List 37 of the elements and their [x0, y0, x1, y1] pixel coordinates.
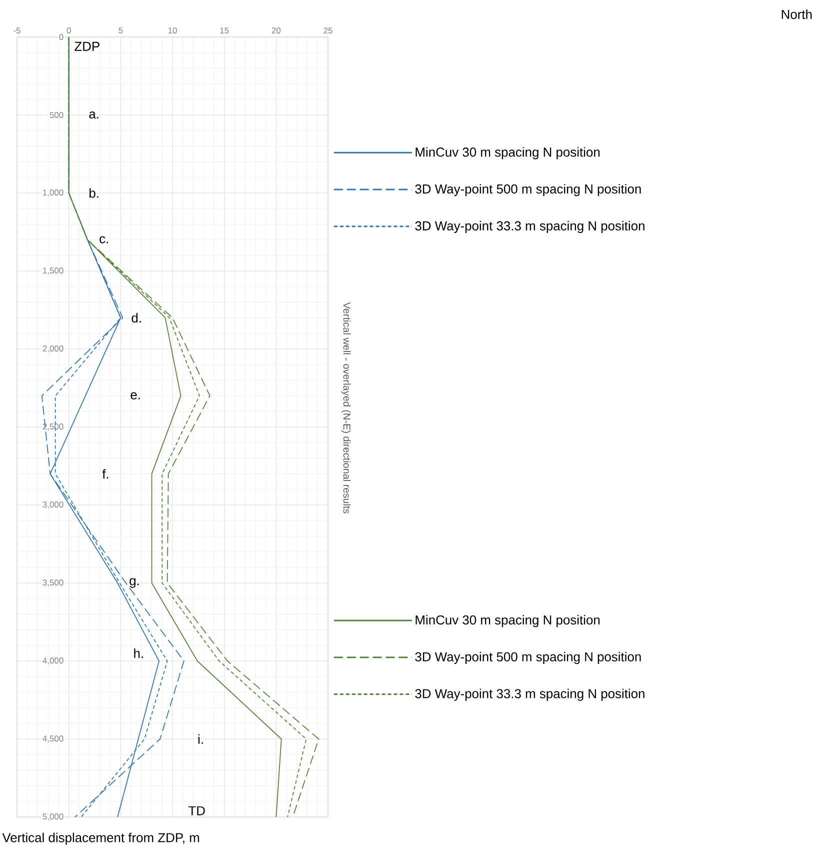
annotation: f.	[102, 469, 108, 478]
text: MinCuv 30 m spacing N position	[416, 147, 600, 160]
text: 3D Way-point 33.3 m spacing N position	[415, 220, 644, 233]
y-tick-label: 1,500	[43, 268, 64, 274]
x-tick-label: 0	[66, 27, 71, 34]
annotation: ZDP	[74, 42, 100, 51]
y-tick-label: 3,500	[42, 580, 64, 586]
annotation: i.	[198, 734, 203, 744]
y-tick-label: 2,000	[42, 346, 64, 352]
annotation: c.	[100, 236, 108, 244]
text: 3D Way-point 33.3 m spacing N position	[415, 688, 644, 701]
x-tick-label: 10	[168, 27, 177, 34]
annotation: b.	[90, 188, 98, 198]
x-tick-label: 15	[220, 28, 229, 34]
x-tick-label: 5	[118, 28, 123, 34]
y-tick-label: 500	[50, 112, 64, 118]
text: 3D Way-point 500 m spacing N position	[415, 184, 641, 196]
x-tick-label: 20	[272, 27, 281, 34]
y-tick-label: 4,500	[42, 736, 64, 742]
text: Vertical well - overlayed (N-E) directional results	[341, 302, 351, 514]
annotation: h.	[134, 648, 143, 658]
x-tick-label: 25	[324, 27, 332, 34]
y-tick-label: 5,000	[42, 814, 64, 821]
y-tick-label: 4,000	[42, 658, 64, 664]
y-tick-label: 1,000	[43, 190, 64, 196]
text: MinCuv 30 m spacing N position	[416, 615, 600, 628]
text: North	[782, 10, 812, 20]
annotation: e.	[130, 392, 140, 400]
y-tick-label: 0	[59, 34, 64, 40]
x-tick-label: -5	[14, 28, 20, 34]
y-axis-title: Vertical displacement from ZDP, m	[2, 832, 200, 845]
text: 3D Way-point 500 m spacing N position	[415, 652, 641, 664]
annotation: d.	[132, 313, 141, 323]
annotation: TD	[188, 806, 205, 816]
y-tick-label: 3,000	[42, 502, 64, 508]
annotation: g.	[130, 578, 139, 588]
annotation: a.	[89, 111, 98, 119]
